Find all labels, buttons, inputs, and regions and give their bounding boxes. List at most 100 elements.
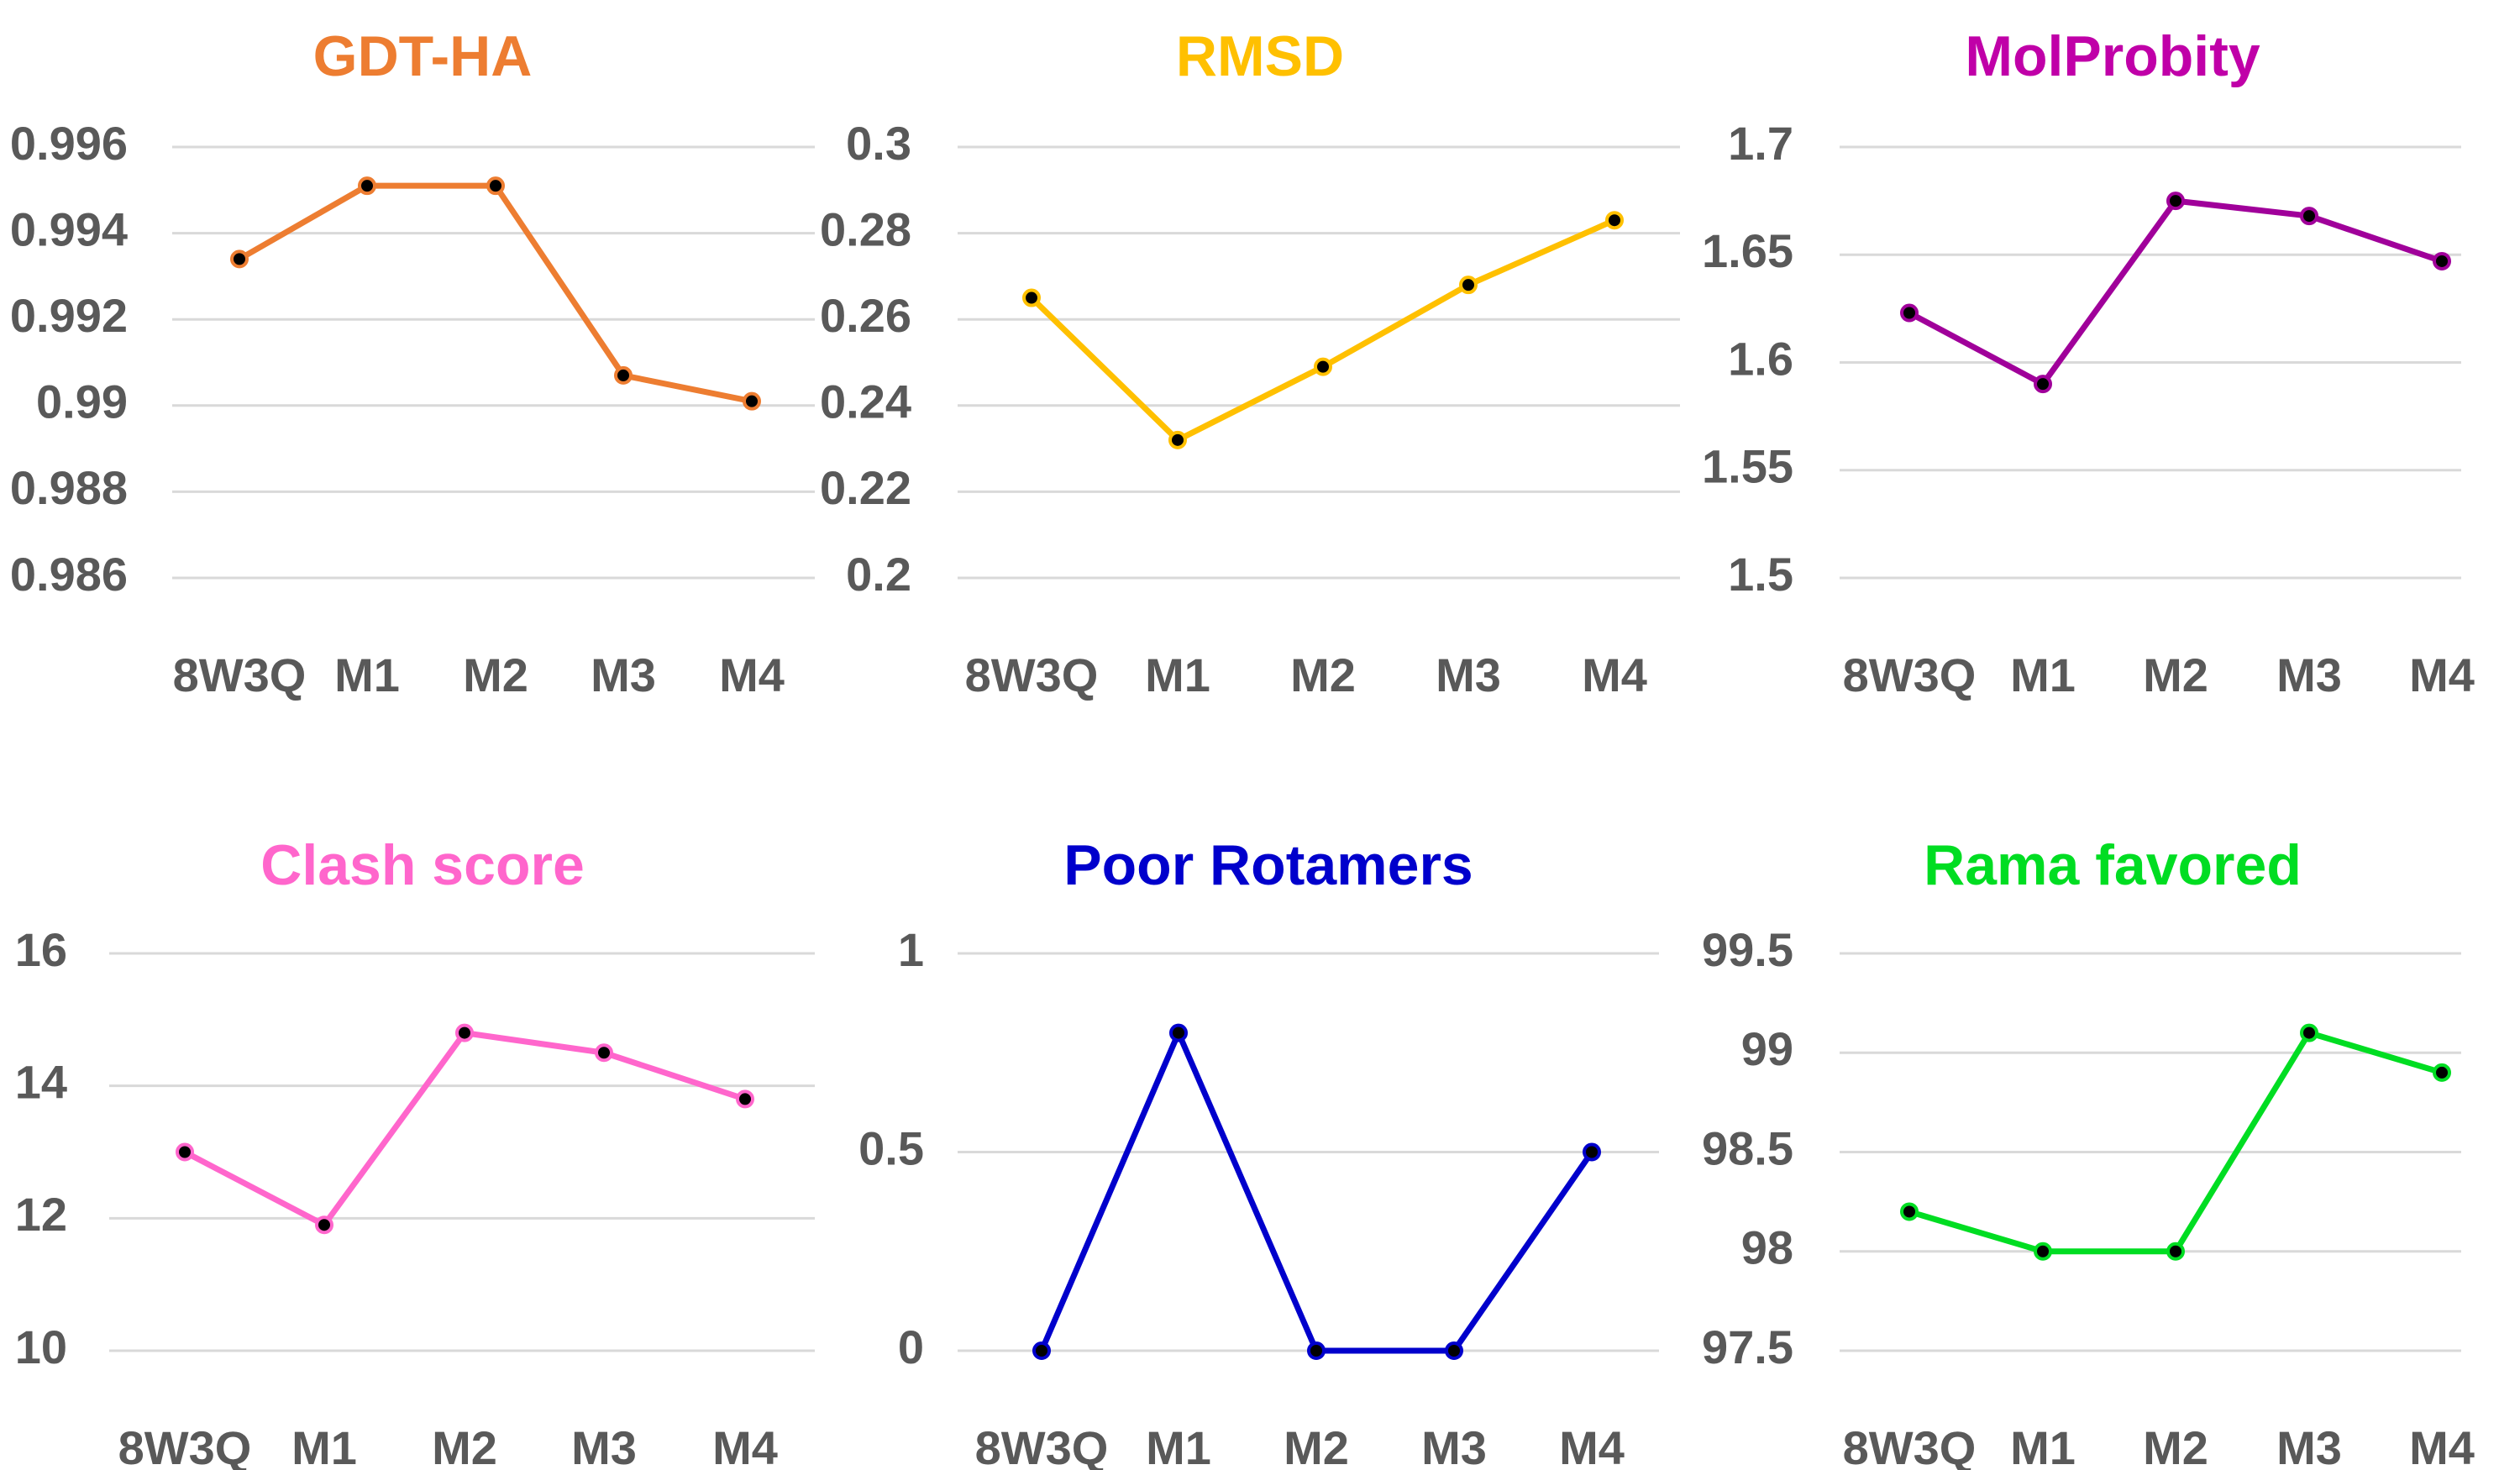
x-tick-label: M1 (1146, 1421, 1211, 1470)
x-tick-label: M1 (1145, 648, 1210, 701)
x-tick-label: M4 (1582, 648, 1647, 701)
data-point (1169, 1023, 1188, 1042)
chart-title: Rama favored (1924, 833, 2302, 897)
y-tick-label: 0.22 (820, 461, 911, 514)
data-point (2034, 375, 2052, 394)
data-point (2433, 1063, 2451, 1082)
series-line (236, 182, 755, 405)
data-point (743, 391, 761, 411)
data-point (2034, 1242, 2052, 1261)
chart-panel-1: RMSD 0.3 0.28 0.26 0.24 0.22 0.2 8W3Q M1 M2 M3 M4 (820, 24, 1680, 701)
y-tick-label: 98.5 (1702, 1121, 1793, 1174)
y-tick-label: 16 (15, 923, 67, 976)
x-tick-label: M2 (432, 1421, 497, 1470)
data-point (1032, 1341, 1051, 1360)
data-point (1022, 288, 1041, 307)
x-tick-label: M2 (2143, 1421, 2208, 1470)
chart-title: Clash score (260, 833, 585, 897)
x-tick-label: M3 (2276, 1421, 2342, 1470)
y-tick-label: 1.55 (1702, 440, 1793, 493)
y-tick-label: 0.996 (10, 117, 128, 170)
data-point (315, 1215, 333, 1235)
data-point (1307, 1341, 1326, 1360)
x-tick-label: M3 (1436, 648, 1501, 701)
x-tick-label: M4 (1559, 1421, 1625, 1470)
chart-panel-3: Clash score 16 14 12 10 8W3Q M1 M2 M3 M4 (15, 833, 815, 1470)
y-tick-label: 97.5 (1702, 1320, 1793, 1373)
y-tick-label: 14 (15, 1055, 67, 1108)
series-line (1028, 217, 1618, 444)
data-point (1168, 430, 1187, 449)
y-tick-label: 1.6 (1728, 332, 1793, 385)
y-tick-label: 99.5 (1702, 923, 1793, 976)
data-point (614, 365, 633, 385)
series-line (1038, 1030, 1595, 1354)
data-point (2166, 192, 2185, 211)
x-tick-label: M4 (2409, 1421, 2475, 1470)
y-tick-label: 0.992 (10, 289, 128, 342)
x-tick-label: 8W3Q (173, 648, 307, 701)
data-point (176, 1142, 194, 1162)
x-tick-label: 8W3Q (965, 648, 1099, 701)
x-tick-label: M3 (2276, 648, 2342, 701)
chart-title: MolProbity (1965, 24, 2260, 88)
series-line (181, 1030, 748, 1228)
series-line (1906, 1030, 2445, 1255)
series-line (1906, 197, 2445, 387)
x-tick-label: M3 (591, 648, 656, 701)
x-tick-label: M1 (2010, 1421, 2076, 1470)
x-tick-label: M2 (2143, 648, 2208, 701)
chart-title: RMSD (1176, 24, 1344, 88)
data-point (2433, 251, 2451, 270)
x-tick-label: M4 (712, 1421, 778, 1470)
x-tick-label: M2 (463, 648, 528, 701)
y-tick-label: 0.26 (820, 289, 911, 342)
x-tick-label: M1 (2010, 648, 2076, 701)
y-tick-label: 99 (1741, 1022, 1793, 1075)
y-tick-label: 1 (898, 923, 924, 976)
data-point (1900, 303, 1919, 323)
y-tick-label: 1.65 (1702, 224, 1793, 277)
chart-panel-0: GDT-HA 0.996 0.994 0.992 0.99 0.988 0.986 8W3Q M… (10, 24, 815, 701)
x-tick-label: M4 (2409, 648, 2475, 701)
x-tick-label: M2 (1290, 648, 1356, 701)
data-point (1583, 1142, 1601, 1162)
y-tick-label: 0.5 (858, 1121, 924, 1174)
y-tick-label: 10 (15, 1320, 67, 1373)
data-point (736, 1089, 754, 1109)
data-point (1459, 276, 1478, 295)
y-tick-label: 0 (898, 1320, 924, 1373)
y-tick-label: 0.986 (10, 548, 128, 601)
data-point (2166, 1242, 2185, 1261)
x-tick-label: M3 (571, 1421, 637, 1470)
y-tick-label: 12 (15, 1188, 67, 1241)
chart-panel-2: MolProbity 1.7 1.65 1.6 1.55 1.5 8W3Q M1 M2 M3 M4 (1702, 24, 2475, 701)
data-point (358, 176, 376, 196)
x-tick-label: M3 (1421, 1421, 1487, 1470)
y-tick-label: 0.994 (10, 202, 128, 255)
data-point (2300, 1023, 2318, 1042)
x-tick-label: 8W3Q (118, 1421, 252, 1470)
y-tick-label: 0.3 (846, 117, 911, 170)
data-point (230, 249, 249, 269)
chart-panel-5: Rama favored 99.5 99 98.5 98 97.5 8W3Q M1 M2 M3 M4 (1702, 833, 2475, 1470)
x-tick-label: 8W3Q (1843, 648, 1977, 701)
x-tick-label: M1 (334, 648, 400, 701)
data-point (1605, 211, 1624, 230)
y-tick-label: 1.7 (1728, 117, 1793, 170)
x-tick-label: M4 (719, 648, 785, 701)
data-point (1314, 357, 1332, 376)
data-point (1900, 1202, 1919, 1221)
x-tick-label: 8W3Q (1843, 1421, 1977, 1470)
y-tick-label: 0.28 (820, 202, 911, 255)
x-tick-label: M1 (291, 1421, 357, 1470)
x-tick-label: 8W3Q (975, 1421, 1109, 1470)
y-tick-label: 0.99 (36, 375, 128, 428)
data-point (2300, 207, 2318, 226)
y-tick-label: 0.24 (820, 375, 911, 428)
chart-panel-4: Poor Rotamers 1 0.5 0 8W3Q M1 M2 M3 M4 (858, 833, 1659, 1470)
x-tick-label: M2 (1284, 1421, 1349, 1470)
data-point (1445, 1341, 1463, 1360)
y-tick-label: 98 (1741, 1221, 1793, 1274)
